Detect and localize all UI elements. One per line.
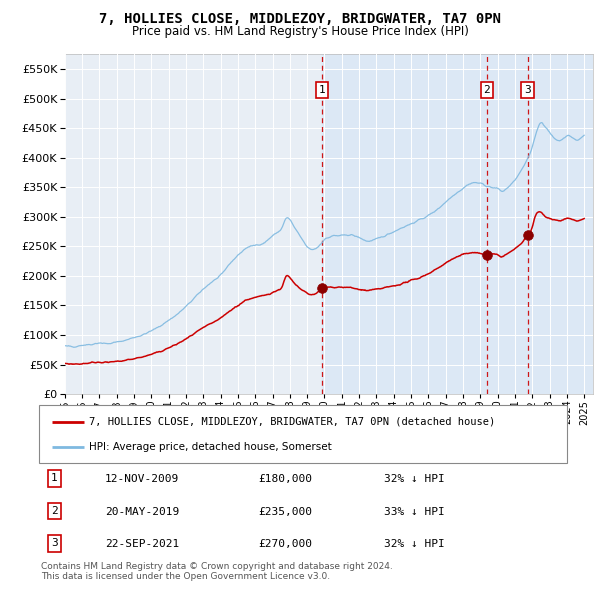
- Text: 7, HOLLIES CLOSE, MIDDLEZOY, BRIDGWATER, TA7 0PN: 7, HOLLIES CLOSE, MIDDLEZOY, BRIDGWATER,…: [99, 12, 501, 26]
- Text: 32% ↓ HPI: 32% ↓ HPI: [384, 539, 445, 549]
- Text: Contains HM Land Registry data © Crown copyright and database right 2024.
This d: Contains HM Land Registry data © Crown c…: [41, 562, 392, 581]
- Text: 1: 1: [51, 474, 58, 483]
- Text: 1: 1: [319, 85, 326, 95]
- Bar: [322, 54, 600, 394]
- Text: 12-NOV-2009: 12-NOV-2009: [105, 474, 179, 484]
- Text: 22-SEP-2021: 22-SEP-2021: [105, 539, 179, 549]
- Text: £235,000: £235,000: [258, 507, 312, 516]
- Text: 32% ↓ HPI: 32% ↓ HPI: [384, 474, 445, 484]
- Text: £180,000: £180,000: [258, 474, 312, 484]
- Text: 33% ↓ HPI: 33% ↓ HPI: [384, 507, 445, 516]
- Text: 7, HOLLIES CLOSE, MIDDLEZOY, BRIDGWATER, TA7 0PN (detached house): 7, HOLLIES CLOSE, MIDDLEZOY, BRIDGWATER,…: [89, 417, 496, 427]
- Text: HPI: Average price, detached house, Somerset: HPI: Average price, detached house, Some…: [89, 442, 332, 452]
- Text: Price paid vs. HM Land Registry's House Price Index (HPI): Price paid vs. HM Land Registry's House …: [131, 25, 469, 38]
- Text: 20-MAY-2019: 20-MAY-2019: [105, 507, 179, 516]
- Text: 2: 2: [51, 506, 58, 516]
- Text: £270,000: £270,000: [258, 539, 312, 549]
- Text: 3: 3: [51, 539, 58, 548]
- Text: 2: 2: [484, 85, 490, 95]
- Text: 3: 3: [524, 85, 531, 95]
